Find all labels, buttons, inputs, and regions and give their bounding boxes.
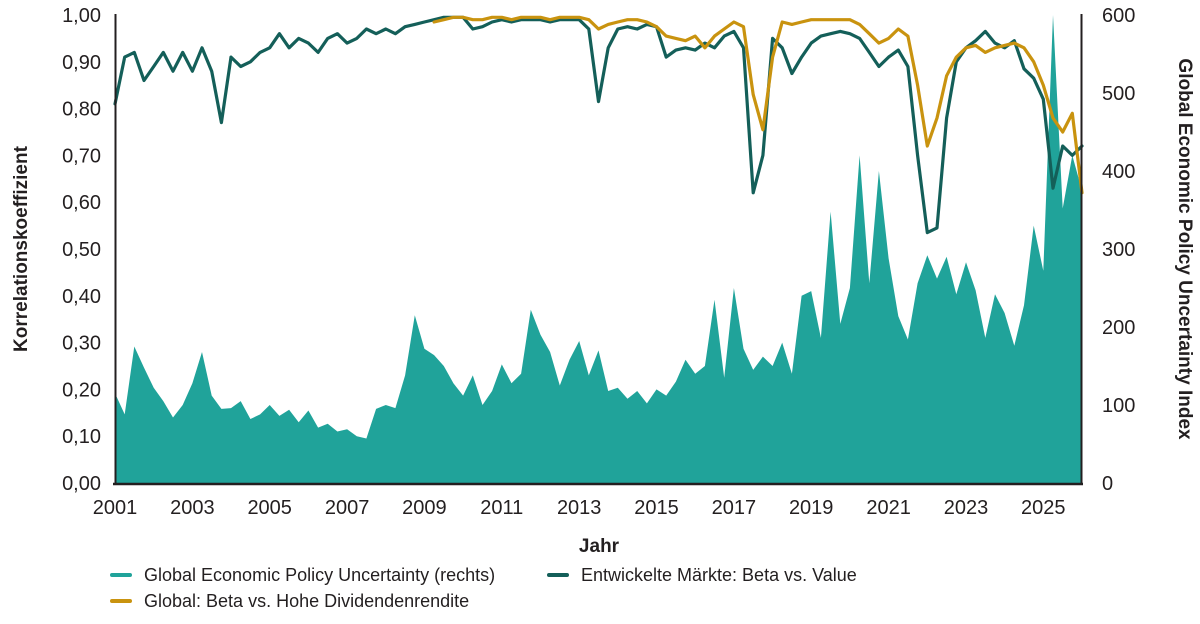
legend-item: Global Economic Policy Uncertainty (rech… — [110, 566, 547, 584]
y-right-tick-label: 500 — [1102, 83, 1135, 105]
y-left-tick-label: 0,30 — [62, 333, 101, 355]
legend-label: Global: Beta vs. Hohe Dividendenrendite — [144, 591, 470, 611]
legend-item: Global: Beta vs. Hohe Dividendenrendite — [110, 592, 547, 610]
left-axis-title: Korrelationskoeffizient — [11, 146, 32, 352]
y-left-tick-label: 0,90 — [62, 52, 101, 74]
x-tick-label: 2025 — [1021, 497, 1066, 519]
x-tick-label: 2003 — [170, 497, 215, 519]
y-left-tick-label: 0,20 — [62, 379, 101, 401]
y-left-tick-label: 0,70 — [62, 145, 101, 167]
legend-label: Entwickelte Märkte: Beta vs. Value — [581, 565, 857, 585]
x-tick-label: 2019 — [789, 497, 834, 519]
x-tick-label: 2023 — [944, 497, 989, 519]
x-tick-label: 2007 — [325, 497, 370, 519]
beta-value-line — [113, 15, 1084, 235]
legend: Global Economic Policy Uncertainty (rech… — [110, 566, 857, 610]
y-left-tick-label: 0,40 — [62, 286, 101, 308]
legend-label: Global Economic Policy Uncertainty (rech… — [144, 565, 496, 585]
y-left-tick-label: 0,80 — [62, 99, 101, 121]
y-right-tick-label: 0 — [1102, 473, 1113, 495]
x-tick-label: 2017 — [712, 497, 757, 519]
y-left-tick-label: 0,10 — [62, 426, 101, 448]
x-tick-label: 2009 — [402, 497, 447, 519]
y-right-tick-label: 300 — [1102, 239, 1135, 261]
y-left-tick-label: 1,00 — [62, 5, 101, 27]
legend-item: Entwickelte Märkte: Beta vs. Value — [547, 566, 857, 584]
x-tick-label: 2013 — [557, 497, 602, 519]
y-right-tick-label: 600 — [1102, 5, 1135, 27]
y-left-tick-label: 0,50 — [62, 239, 101, 261]
legend-swatch-icon — [110, 573, 132, 577]
right-axis-title: Global Economic Policy Uncertainty Index — [1174, 58, 1195, 440]
x-tick-label: 2011 — [480, 497, 523, 519]
beta-dividend-line — [432, 15, 1084, 195]
x-tick-label: 2001 — [93, 497, 138, 519]
x-tick-label: 2005 — [247, 497, 292, 519]
x-axis-title: Jahr — [578, 536, 620, 557]
y-left-tick-label: 0,00 — [62, 473, 101, 495]
x-tick-label: 2015 — [634, 497, 679, 519]
gepu-area — [115, 15, 1082, 483]
y-right-tick-label: 400 — [1102, 161, 1135, 183]
x-tick-label: 2021 — [866, 497, 911, 519]
legend-swatch-icon — [547, 573, 569, 577]
y-left-tick-label: 0,60 — [62, 192, 101, 214]
legend-swatch-icon — [110, 599, 132, 603]
y-right-tick-label: 200 — [1102, 317, 1135, 339]
y-right-tick-label: 100 — [1102, 395, 1135, 417]
